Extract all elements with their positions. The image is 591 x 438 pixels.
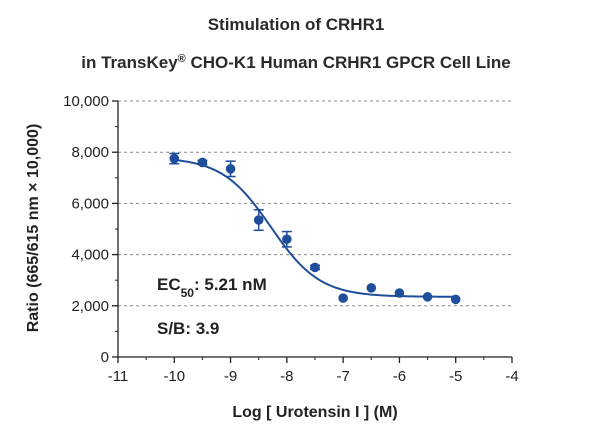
x-axis-label: Log [ Urotensin I ] (M) <box>232 404 397 421</box>
chart-subtitle: in TransKey® CHO-K1 Human CRHR1 GPCR Cel… <box>81 53 510 72</box>
ec50-annotation: EC50: 5.21 nM <box>157 275 267 300</box>
data-point-1 <box>197 157 208 168</box>
x-tick-label-3: -8 <box>280 368 293 385</box>
data-point-10 <box>450 294 461 305</box>
data-point-7 <box>366 283 377 293</box>
x-tick-label-2: -9 <box>224 368 237 385</box>
chart-title: Stimulation of CRHR1 <box>208 15 385 34</box>
y-ticks: 0 2,000 4,000 6,000 8,000 10,000 <box>63 93 118 366</box>
data-point-8 <box>394 288 405 298</box>
data-point-4 <box>282 234 292 245</box>
data-point-0 <box>169 153 180 164</box>
points-layer <box>169 152 461 305</box>
data-point-2 <box>225 164 236 174</box>
data-point-5 <box>310 262 320 273</box>
x-ticks: -11 -10 -9 -8 -7 -6 -5 -4 <box>108 357 519 385</box>
y-tick-label-3: 6,000 <box>71 195 109 212</box>
y-tick-label-0: 0 <box>101 349 109 366</box>
y-tick-label-4: 8,000 <box>71 144 109 161</box>
x-tick-label-5: -6 <box>393 368 406 385</box>
data-point-6 <box>338 293 348 303</box>
x-tick-label-4: -7 <box>336 368 349 385</box>
x-tick-label-7: -4 <box>505 368 518 385</box>
sb-annotation: S/B: 3.9 <box>157 319 219 338</box>
x-tick-label-6: -5 <box>449 368 462 385</box>
data-point-3 <box>253 215 264 225</box>
x-tick-label-1: -10 <box>163 368 185 385</box>
data-point-9 <box>422 292 433 302</box>
y-tick-label-5: 10,000 <box>63 93 109 110</box>
fit-curve-0 <box>174 158 456 298</box>
y-tick-label-1: 2,000 <box>71 298 109 315</box>
fit-layer <box>174 158 456 298</box>
x-tick-label-0: -11 <box>108 368 129 385</box>
y-axis-label: Ratio (665/615 nm × 10,000) <box>25 124 42 333</box>
y-tick-label-2: 4,000 <box>71 247 109 264</box>
